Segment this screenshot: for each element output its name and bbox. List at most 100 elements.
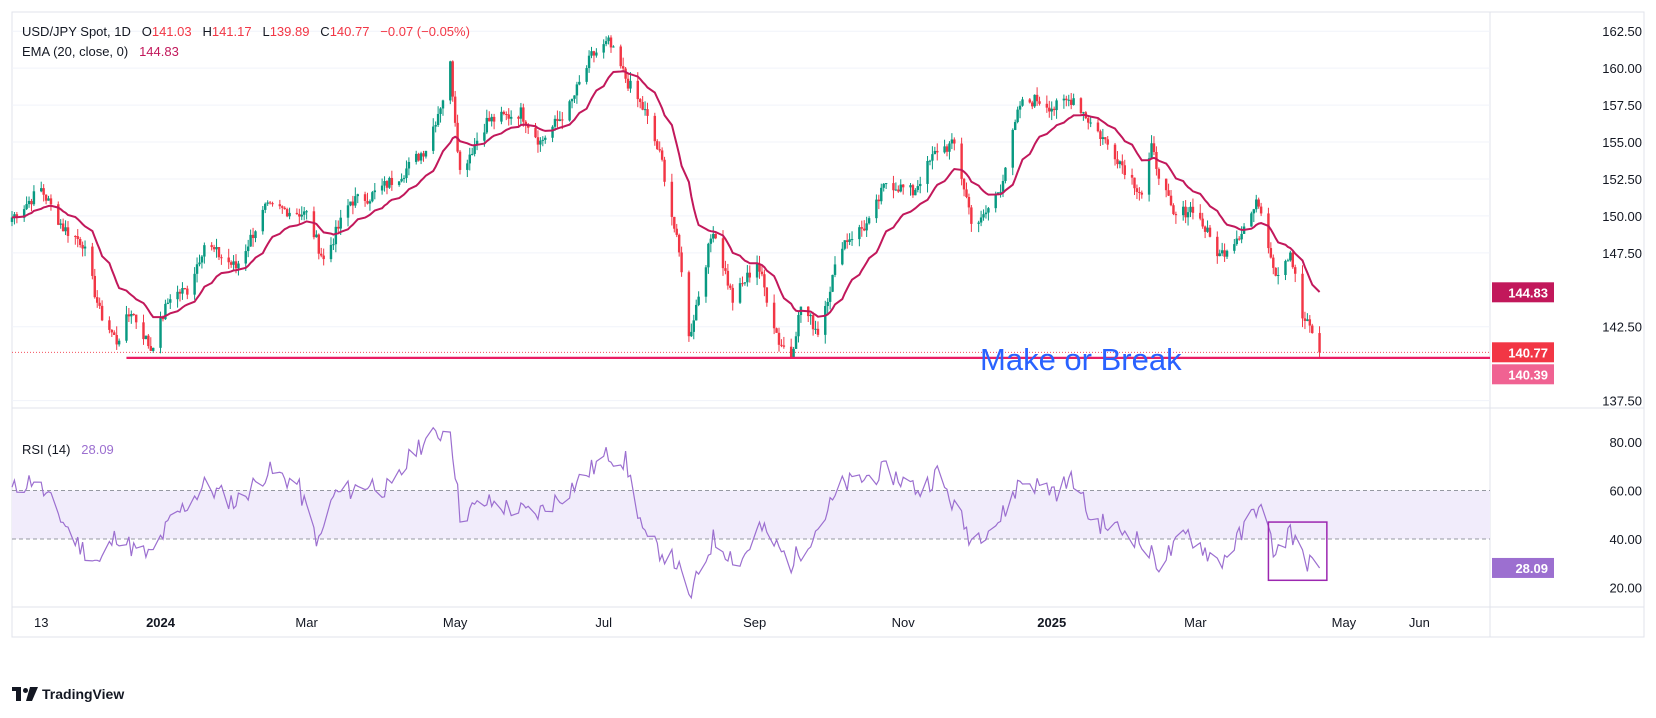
candle-body bbox=[1013, 122, 1017, 130]
rsi-legend[interactable]: RSI (14) 28.09 bbox=[22, 442, 114, 457]
rsi-tick-label: 80.00 bbox=[1609, 435, 1642, 450]
candle-body bbox=[916, 186, 920, 190]
candle-body bbox=[1079, 98, 1083, 114]
candle-body bbox=[1267, 213, 1270, 249]
candle-body bbox=[789, 346, 793, 358]
candle-body bbox=[1062, 98, 1066, 101]
rsi-value-tag bbox=[1492, 557, 1554, 578]
price-tag bbox=[1492, 364, 1554, 385]
candle-body bbox=[987, 208, 990, 213]
candle-body bbox=[1048, 107, 1051, 112]
candle-body bbox=[1276, 274, 1280, 276]
candle-body bbox=[1072, 98, 1075, 105]
candle-body bbox=[612, 46, 615, 48]
candle-body bbox=[27, 200, 31, 205]
candle-body bbox=[371, 192, 374, 202]
candle-body bbox=[653, 115, 657, 142]
time-tick-label: Jun bbox=[1409, 615, 1430, 630]
candle-body bbox=[422, 153, 425, 157]
rsi-panel: 80.00 60.00 40.00 20.00 28.09 bbox=[11, 426, 1642, 600]
candle-body bbox=[763, 274, 766, 288]
support-line-group bbox=[12, 351, 1490, 360]
candle-body bbox=[587, 55, 591, 69]
candle-body bbox=[322, 255, 325, 260]
rsi-tick-label: 60.00 bbox=[1609, 484, 1642, 499]
candle-body bbox=[449, 61, 452, 101]
candle-body bbox=[1306, 319, 1309, 321]
tradingview-logo[interactable]: TradingView bbox=[12, 686, 124, 702]
candle-body bbox=[694, 304, 698, 321]
candle-body bbox=[809, 315, 812, 317]
candle-body bbox=[76, 236, 79, 239]
time-tick-label: 2024 bbox=[146, 615, 176, 630]
candle-body bbox=[419, 153, 423, 161]
candle-body bbox=[169, 299, 172, 303]
candle-body bbox=[509, 116, 513, 119]
candle-body bbox=[792, 348, 795, 358]
candle-body bbox=[332, 244, 335, 246]
candle-body bbox=[40, 188, 43, 192]
time-tick-label: May bbox=[1332, 615, 1357, 630]
candle-body bbox=[828, 291, 832, 302]
candle-body bbox=[777, 332, 781, 345]
candle-body bbox=[1164, 178, 1168, 191]
candle-body bbox=[1031, 102, 1034, 107]
candle-body bbox=[1206, 227, 1209, 232]
candle-body bbox=[1055, 100, 1058, 111]
candle-body bbox=[488, 117, 491, 122]
ema-legend[interactable]: EMA (20, close, 0) 144.83 bbox=[22, 44, 179, 59]
candle-body bbox=[295, 212, 299, 215]
rsi-tick-label: 20.00 bbox=[1609, 581, 1642, 596]
candle-body bbox=[704, 267, 708, 297]
candle-body bbox=[663, 159, 666, 182]
candle-body bbox=[134, 314, 138, 323]
candle-body bbox=[726, 270, 730, 286]
candle-body bbox=[982, 214, 985, 218]
candle-body bbox=[1118, 161, 1122, 165]
make-or-break-annotation: Make or Break bbox=[980, 342, 1182, 377]
candle-body bbox=[897, 189, 900, 192]
open-label: O bbox=[141, 24, 152, 39]
candle-body bbox=[268, 202, 272, 204]
candle-body bbox=[926, 160, 929, 184]
candle-body bbox=[390, 177, 394, 185]
candle-body bbox=[551, 126, 554, 138]
candle-body bbox=[731, 287, 734, 303]
candle-body bbox=[609, 37, 613, 48]
candle-body bbox=[1225, 250, 1229, 257]
candle-body bbox=[264, 203, 267, 210]
candle-body bbox=[1208, 227, 1212, 237]
candle-body bbox=[1001, 180, 1005, 192]
candle-body bbox=[524, 121, 527, 126]
candle-body bbox=[473, 144, 476, 154]
candle-body bbox=[738, 283, 742, 303]
candle-body bbox=[1233, 244, 1236, 251]
candle-body bbox=[950, 139, 954, 144]
price-tick-label: 137.50 bbox=[1602, 394, 1642, 409]
candle-body bbox=[970, 207, 973, 224]
candle-body bbox=[1116, 159, 1119, 165]
candle-body bbox=[434, 125, 437, 127]
candle-body bbox=[108, 320, 111, 330]
candle-body bbox=[578, 81, 581, 85]
candle-body bbox=[110, 329, 114, 333]
candle-body bbox=[127, 314, 131, 317]
candle-body bbox=[215, 247, 218, 250]
candle-body bbox=[49, 198, 53, 205]
candle-body bbox=[1220, 250, 1224, 254]
close-label: C bbox=[320, 24, 330, 39]
candle-body bbox=[183, 288, 187, 290]
candle-body bbox=[629, 80, 632, 89]
candle-body bbox=[315, 234, 318, 238]
candle-body bbox=[232, 261, 235, 265]
candle-body bbox=[863, 228, 866, 231]
candle-body bbox=[626, 78, 630, 89]
candle-body bbox=[414, 153, 418, 162]
candle-body bbox=[811, 315, 815, 330]
candle-body bbox=[585, 68, 588, 82]
candle-body bbox=[539, 140, 542, 145]
candle-body bbox=[858, 227, 861, 240]
candle-body bbox=[1189, 206, 1192, 213]
candle-body bbox=[385, 181, 389, 188]
